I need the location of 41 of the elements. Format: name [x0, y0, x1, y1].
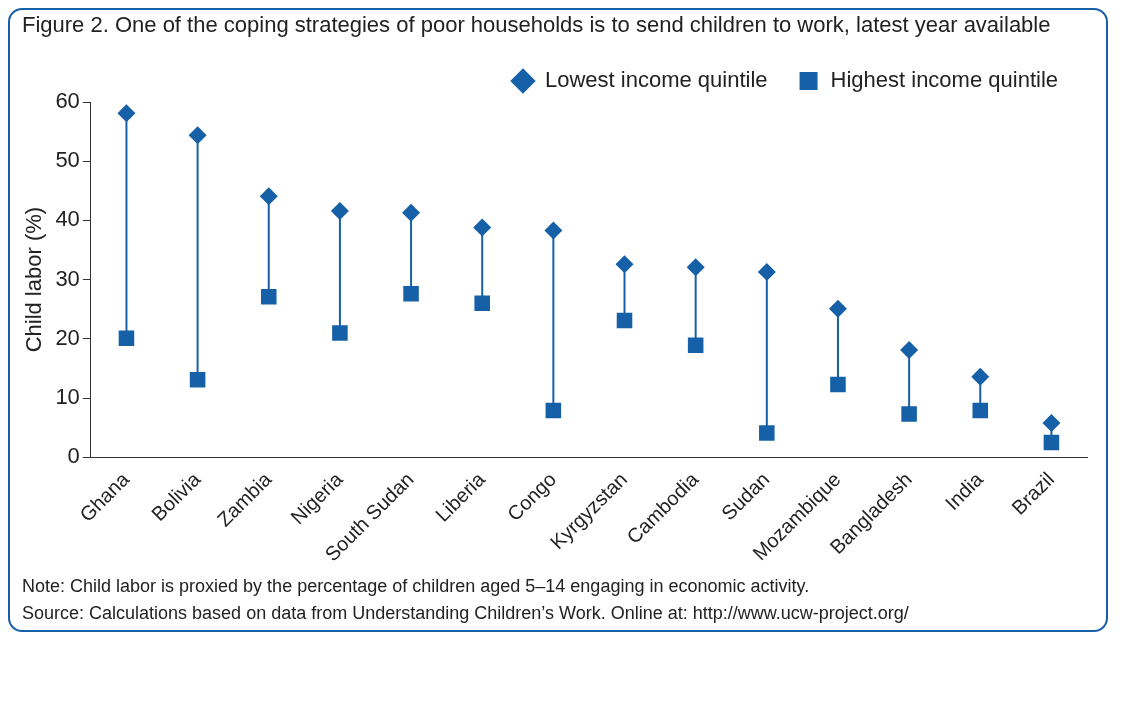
point [901, 406, 917, 422]
point [1043, 434, 1060, 451]
y-tick-label: 10 [55, 384, 80, 410]
point [757, 262, 776, 281]
point [1042, 413, 1061, 432]
text: Note: Child labor is proxied by the percentage of children aged 5–14 engaging in economic activity. [22, 576, 811, 597]
y-tick-label: 50 [55, 147, 80, 173]
legend-label: Highest income quintile [830, 67, 1059, 93]
point [900, 341, 919, 360]
point [260, 289, 277, 305]
point [615, 255, 634, 274]
y-tick-label: 0 [67, 443, 80, 469]
point [188, 126, 207, 145]
y-axis-title: Child labor (%) [21, 206, 47, 353]
point [687, 337, 704, 354]
chart-title: Figure 2. One of the coping strategies of poor households is to send children to work, latest year available [21, 11, 1052, 39]
point [830, 376, 846, 393]
y-tick-label: 30 [55, 265, 80, 291]
point [118, 330, 135, 347]
point [972, 402, 989, 419]
legend-label: Lowest income quintile [544, 67, 768, 93]
point [686, 258, 705, 277]
y-tick-label: 20 [55, 324, 80, 350]
point [616, 312, 633, 329]
source-note: Source: Calculations based on data from Understanding Children’s Work. Online at: http://www.ucw-project.org/ [22, 603, 910, 624]
point [402, 203, 421, 222]
point [474, 295, 490, 312]
point [759, 425, 775, 441]
point [544, 221, 563, 240]
point [545, 402, 562, 419]
point [330, 201, 349, 220]
y-tick-label: 40 [55, 206, 80, 232]
point [403, 286, 419, 302]
point [259, 187, 278, 206]
point [117, 104, 136, 123]
y-tick-label: 60 [55, 88, 80, 114]
point [971, 367, 990, 386]
point [473, 218, 492, 237]
point [332, 325, 348, 341]
point [828, 299, 847, 318]
point [189, 371, 206, 388]
